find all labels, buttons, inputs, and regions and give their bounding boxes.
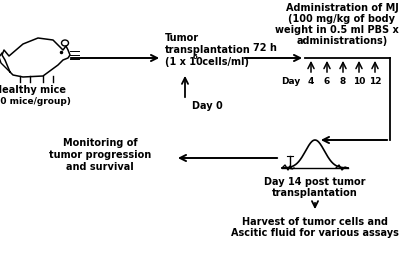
Text: (1 x 10: (1 x 10	[165, 57, 203, 67]
Text: Monitoring of: Monitoring of	[63, 138, 137, 148]
Text: Ascitic fluid for various assays: Ascitic fluid for various assays	[231, 228, 399, 238]
Text: 72 h: 72 h	[253, 43, 277, 53]
Text: cells/ml): cells/ml)	[199, 57, 249, 67]
Text: transplantation: transplantation	[272, 188, 358, 198]
Text: Day: Day	[281, 77, 300, 86]
Text: weight in 0.5 ml PBS x 5: weight in 0.5 ml PBS x 5	[275, 25, 400, 35]
Text: 6: 6	[324, 77, 330, 86]
Text: Tumor: Tumor	[165, 33, 199, 43]
Text: Healthy mice: Healthy mice	[0, 85, 66, 95]
Text: and survival: and survival	[66, 162, 134, 172]
Text: Day 0: Day 0	[192, 101, 223, 111]
Text: transplantation: transplantation	[165, 45, 251, 55]
Text: 6: 6	[193, 54, 198, 60]
Text: 8: 8	[340, 77, 346, 86]
Text: Harvest of tumor cells and: Harvest of tumor cells and	[242, 217, 388, 227]
Text: (100 mg/kg of body: (100 mg/kg of body	[288, 14, 396, 24]
Text: Administration of MJ: Administration of MJ	[286, 3, 398, 13]
Text: administrations): administrations)	[296, 36, 388, 46]
Text: 4: 4	[308, 77, 314, 86]
Text: Day 14 post tumor: Day 14 post tumor	[264, 177, 366, 187]
Text: 10: 10	[353, 77, 365, 86]
Text: (10 mice/group): (10 mice/group)	[0, 96, 70, 106]
Text: 12: 12	[369, 77, 381, 86]
Text: tumor progression: tumor progression	[49, 150, 151, 160]
